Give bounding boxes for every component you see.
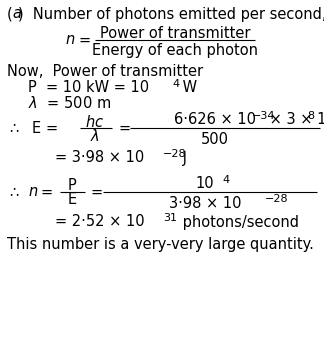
Text: =: =	[40, 184, 52, 200]
Text: 6·626 × 10: 6·626 × 10	[174, 113, 256, 127]
Text: =: =	[90, 184, 102, 200]
Text: $n$: $n$	[65, 33, 75, 47]
Text: =: =	[78, 33, 90, 47]
Text: E: E	[67, 193, 76, 207]
Text: 10: 10	[196, 177, 214, 192]
Text: $\lambda$  = 500 m: $\lambda$ = 500 m	[28, 95, 111, 111]
Text: J: J	[178, 150, 187, 166]
Text: 500: 500	[201, 131, 229, 147]
Text: This number is a very-very large quantity.: This number is a very-very large quantit…	[7, 236, 314, 251]
Text: × 3 × 10: × 3 × 10	[265, 113, 324, 127]
Text: −34: −34	[252, 111, 275, 121]
Text: $n$: $n$	[28, 184, 38, 200]
Text: (: (	[7, 6, 13, 22]
Text: 31: 31	[163, 213, 177, 223]
Text: 3·98 × 10: 3·98 × 10	[169, 195, 241, 211]
Text: 4: 4	[222, 175, 229, 185]
Text: W: W	[178, 80, 197, 96]
Text: −28: −28	[163, 149, 187, 159]
Text: )  Number of photons emitted per second,: ) Number of photons emitted per second,	[18, 6, 324, 22]
Text: P  = 10 kW = 10: P = 10 kW = 10	[28, 80, 149, 96]
Text: = 3·98 × 10: = 3·98 × 10	[55, 150, 144, 166]
Text: P: P	[68, 178, 76, 194]
Text: $\therefore$: $\therefore$	[7, 184, 20, 200]
Text: $\lambda$: $\lambda$	[90, 128, 100, 144]
Text: =: =	[118, 120, 130, 136]
Text: = 2·52 × 10: = 2·52 × 10	[55, 215, 145, 229]
Text: $\therefore$  E =: $\therefore$ E =	[7, 120, 58, 136]
Text: −28: −28	[265, 194, 289, 204]
Text: 4: 4	[172, 79, 179, 89]
Text: 8: 8	[307, 111, 314, 121]
Text: Power of transmitter: Power of transmitter	[100, 25, 250, 40]
Text: Now,  Power of transmitter: Now, Power of transmitter	[7, 64, 203, 80]
Text: a: a	[12, 6, 21, 22]
Text: photons/second: photons/second	[178, 215, 299, 229]
Text: $hc$: $hc$	[86, 114, 105, 130]
Text: Energy of each photon: Energy of each photon	[92, 42, 258, 57]
